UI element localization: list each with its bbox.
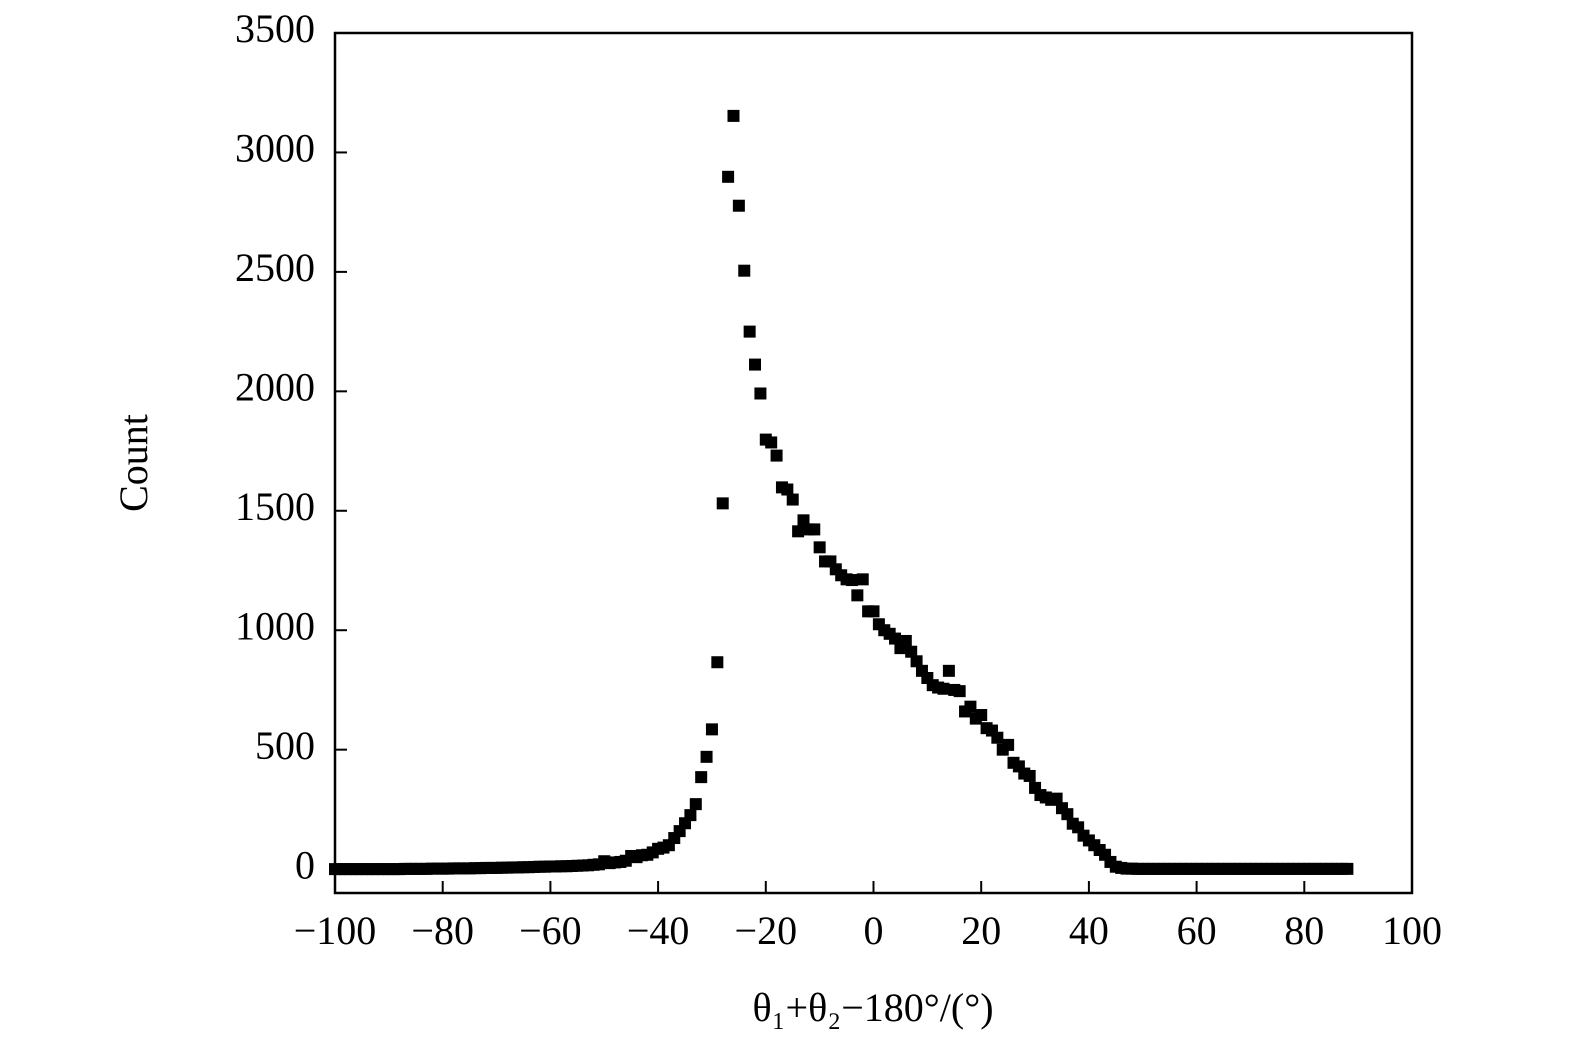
point (738, 264, 751, 277)
x-tick-label: −60 (519, 908, 582, 953)
point (797, 514, 810, 527)
point (964, 700, 977, 713)
point (1341, 862, 1354, 875)
plot-frame (333, 31, 1414, 895)
point (889, 632, 902, 645)
point (942, 664, 955, 677)
point (695, 771, 708, 784)
point (754, 387, 767, 400)
x-tick-label: 0 (864, 908, 884, 953)
x-tick-label: 100 (1382, 908, 1442, 953)
point (705, 723, 718, 736)
y-axis-label: Count (111, 414, 156, 512)
point (765, 436, 778, 449)
point (770, 449, 783, 462)
y-tick-label: 3000 (235, 126, 315, 171)
x-tick-label: 60 (1177, 908, 1217, 953)
point (937, 682, 950, 695)
point (716, 497, 729, 510)
point (953, 685, 966, 698)
point (722, 170, 735, 183)
point (1002, 738, 1015, 751)
point (856, 573, 869, 586)
y-tick-label: 3500 (235, 6, 315, 51)
point (727, 109, 740, 122)
point (792, 525, 805, 538)
x-tick-label: −80 (411, 908, 474, 953)
y-tick-label: 2000 (235, 365, 315, 410)
point (689, 798, 702, 811)
point (732, 199, 745, 212)
point (1061, 808, 1074, 821)
point (1023, 769, 1036, 782)
y-tick-label: 1500 (235, 484, 315, 529)
point (899, 634, 912, 647)
point (1050, 792, 1063, 805)
y-tick-label: 1000 (235, 603, 315, 648)
point (786, 493, 799, 506)
x-tick-label: 20 (961, 908, 1001, 953)
point (845, 574, 858, 587)
point (711, 656, 724, 669)
point (700, 750, 713, 763)
point (749, 358, 762, 371)
point (684, 809, 697, 822)
x-tick-label: 40 (1069, 908, 1109, 953)
point (910, 655, 923, 668)
x-tick-label: 80 (1284, 908, 1324, 953)
x-tick-label: −100 (294, 908, 377, 953)
point (851, 589, 864, 602)
point (781, 483, 794, 496)
y-tick-label: 2500 (235, 245, 315, 290)
y-tick-label: 500 (255, 723, 315, 768)
x-axis-label: θ₁+θ₂−180°/(°) (752, 985, 993, 1030)
point (743, 325, 756, 338)
point (808, 523, 821, 536)
point (905, 645, 918, 658)
point (991, 731, 1004, 744)
point (975, 709, 988, 722)
x-tick-label: −40 (627, 908, 690, 953)
point (867, 605, 880, 618)
x-tick-label: −20 (735, 908, 798, 953)
y-tick-label: 0 (295, 842, 315, 887)
point (813, 541, 826, 554)
